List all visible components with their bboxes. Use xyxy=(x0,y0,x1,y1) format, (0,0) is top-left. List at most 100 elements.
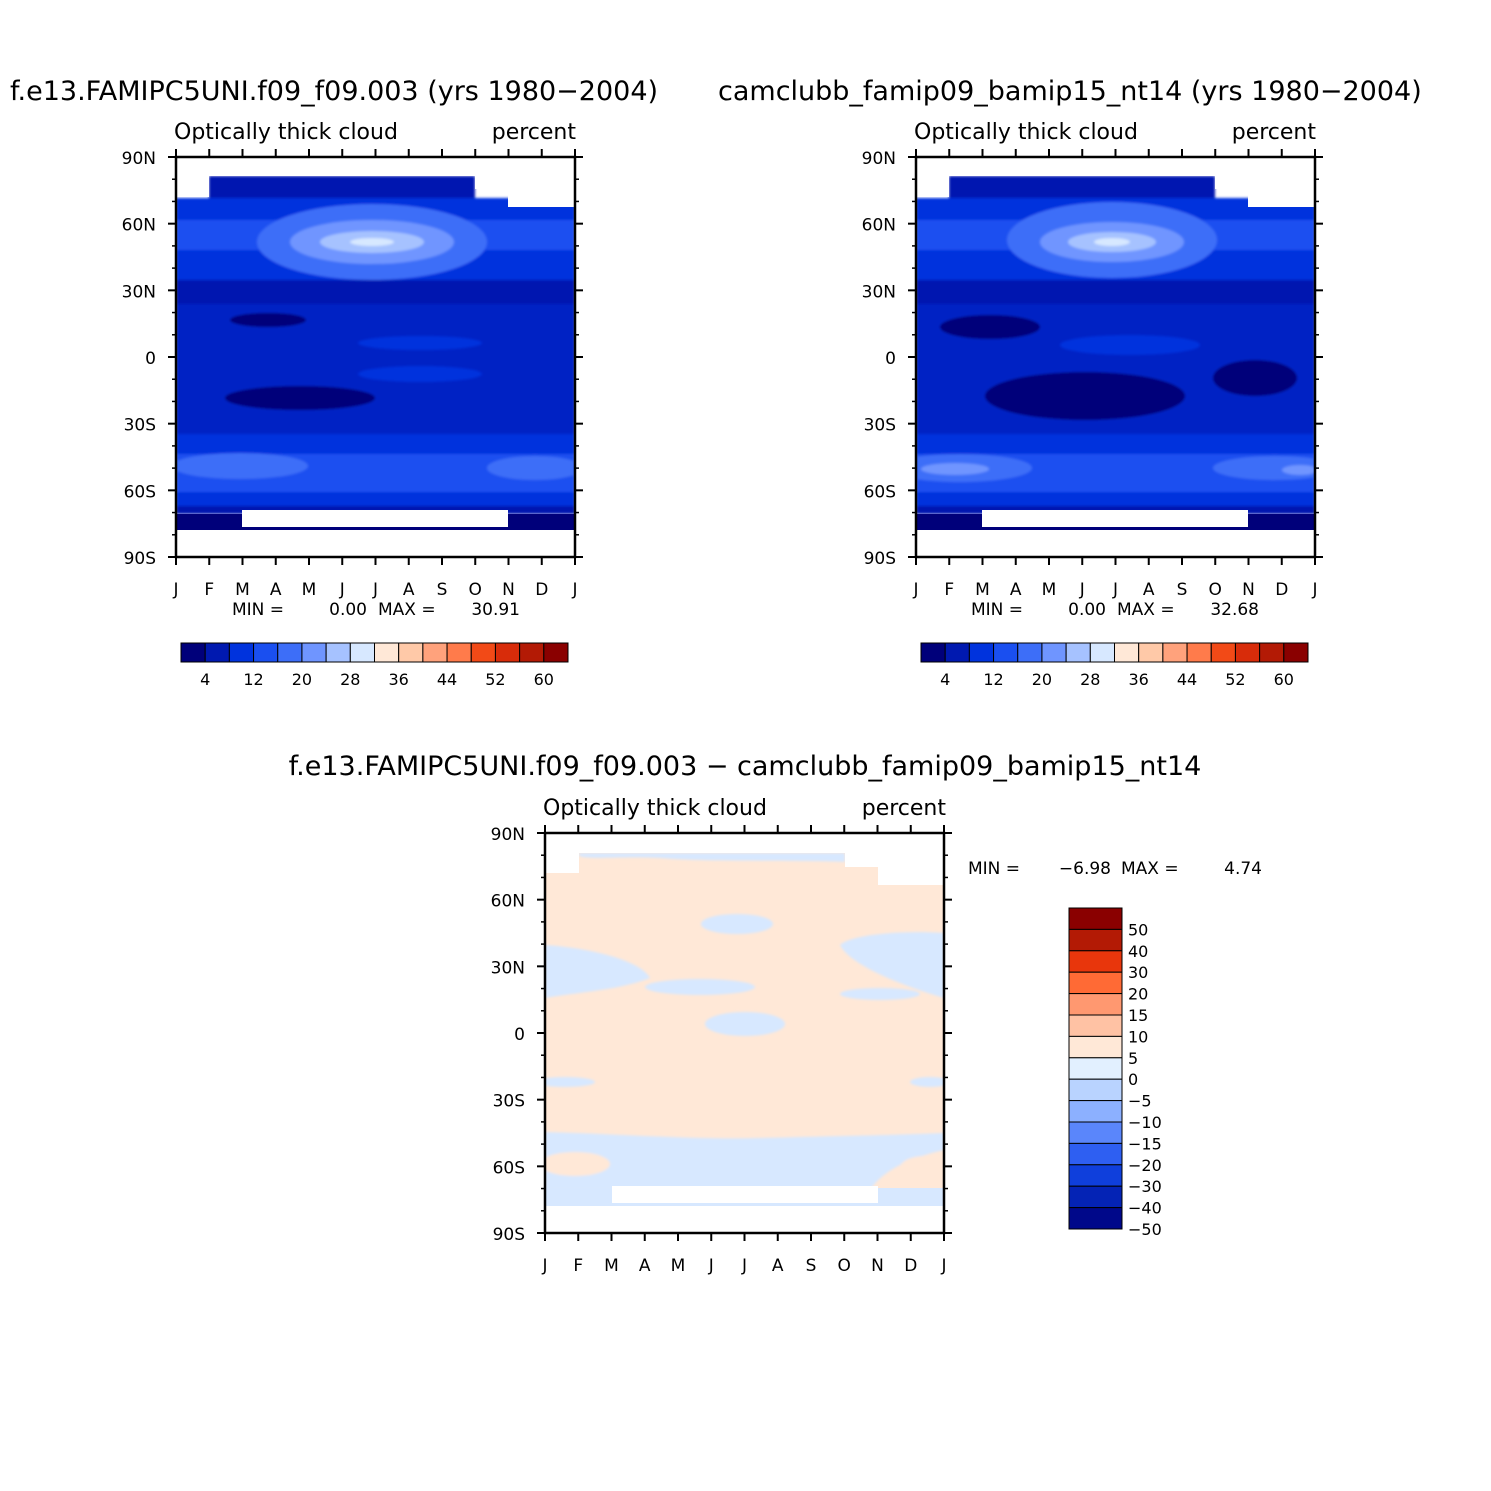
colorbar-label: 10 xyxy=(1128,1027,1148,1046)
colorbar-label: 30 xyxy=(1128,963,1148,982)
x-tick-label: J xyxy=(571,580,577,600)
panel-difference: f.e13.FAMIPC5UNI.f09_f09.003 − camclubb_… xyxy=(289,751,1262,1276)
x-tick-label: O xyxy=(1209,580,1222,600)
panel-model-a: f.e13.FAMIPC5UNI.f09_f09.003 (yrs 1980−2… xyxy=(10,76,658,689)
colorbar-swatch xyxy=(1089,642,1115,663)
x-tick-label: M xyxy=(975,580,990,600)
colorbar-swatch xyxy=(1068,1057,1123,1080)
colorbar-label: 4 xyxy=(940,670,950,689)
field-blob xyxy=(545,1132,944,1190)
colorbar-swatch xyxy=(1041,642,1067,663)
field-mask xyxy=(508,157,575,207)
field-mask xyxy=(475,157,508,189)
colorbar-label: 52 xyxy=(485,670,505,689)
field-blob xyxy=(358,366,482,382)
colorbar-swatch xyxy=(1162,642,1188,663)
field-mask xyxy=(916,157,949,197)
field-mask xyxy=(916,530,1315,557)
colorbar-swatch xyxy=(1017,642,1043,663)
colorbar-swatch xyxy=(1114,642,1140,663)
colorbar-label: −5 xyxy=(1128,1092,1152,1111)
colorbar-swatch xyxy=(374,642,400,663)
field-blob xyxy=(701,914,773,934)
field-blob xyxy=(350,238,394,246)
x-tick-label: S xyxy=(806,1256,817,1276)
colorbar-swatch xyxy=(1234,642,1261,663)
x-tick-label: J xyxy=(172,580,178,600)
colorbar-swatch xyxy=(519,642,545,663)
colorbar-swatch xyxy=(446,642,472,663)
x-tick-label: A xyxy=(772,1256,784,1276)
y-tick-label: 30N xyxy=(122,282,156,302)
field-blob xyxy=(645,979,755,995)
x-tick-label: A xyxy=(403,580,415,600)
colorbar-label: 28 xyxy=(340,670,360,689)
panel-a-contour-field xyxy=(176,157,575,557)
panel-a-min-label: MIN = xyxy=(232,600,284,620)
x-tick-label: J xyxy=(1079,580,1085,600)
colorbar-swatch xyxy=(1068,1078,1123,1102)
field-blob xyxy=(1282,465,1315,475)
colorbar-swatch xyxy=(1068,950,1123,973)
x-tick-label: F xyxy=(944,580,954,600)
colorbar-label: 28 xyxy=(1080,670,1100,689)
colorbar-label: 44 xyxy=(1177,670,1197,689)
field-mask xyxy=(176,157,209,197)
colorbar-swatch xyxy=(1068,1100,1123,1123)
y-tick-label: 60N xyxy=(862,216,896,236)
field-blob xyxy=(705,1012,785,1036)
colorbar-swatch xyxy=(422,642,448,663)
y-tick-label: 0 xyxy=(514,1025,525,1045)
colorbar-swatch xyxy=(1068,971,1123,995)
field-blob xyxy=(225,386,375,410)
panel-b-max-label: MAX = xyxy=(1117,600,1175,620)
x-tick-label: O xyxy=(469,580,482,600)
y-tick-label: 90S xyxy=(124,549,156,569)
panel-b-units-label: percent xyxy=(1232,120,1317,145)
colorbar-swatch xyxy=(253,642,279,663)
y-tick-label: 30S xyxy=(124,416,156,436)
colorbar-swatch xyxy=(1068,1185,1123,1209)
field-mask xyxy=(242,510,508,527)
x-tick-label: F xyxy=(573,1256,583,1276)
x-tick-label: M xyxy=(1042,580,1057,600)
colorbar-swatch xyxy=(1068,1035,1123,1059)
panel-b-title: camclubb_famip09_bamip15_nt14 (yrs 1980−… xyxy=(718,76,1422,107)
colorbar-label: −15 xyxy=(1128,1134,1162,1153)
colorbar-label: 60 xyxy=(534,670,554,689)
x-tick-label: D xyxy=(904,1256,917,1276)
panel-b-colorbar: 4 12 20 28 36 44 52 60 xyxy=(920,642,1309,689)
colorbar-label: 15 xyxy=(1128,1006,1148,1025)
x-tick-label: N xyxy=(1242,580,1255,600)
panel-c-units-label: percent xyxy=(862,796,947,821)
panel-a-min-value: 0.00 xyxy=(329,600,367,620)
y-tick-label: 90N xyxy=(862,149,896,169)
y-tick-label: 0 xyxy=(145,349,156,369)
x-tick-label: J xyxy=(541,1256,547,1276)
colorbar-swatch xyxy=(301,642,327,663)
colorbar-label: −20 xyxy=(1128,1156,1162,1175)
field-mask xyxy=(1248,157,1315,207)
field-blob xyxy=(840,988,920,1000)
colorbar-swatch xyxy=(1065,642,1091,663)
colorbar-label: 12 xyxy=(243,670,263,689)
y-tick-label: 90N xyxy=(122,149,156,169)
x-tick-label: A xyxy=(270,580,282,600)
colorbar-label: 20 xyxy=(1128,985,1148,1004)
field-mask xyxy=(545,1206,944,1233)
colorbar-label: −30 xyxy=(1128,1177,1162,1196)
colorbar-swatch xyxy=(228,642,255,663)
y-tick-label: 0 xyxy=(885,349,896,369)
colorbar-label: 4 xyxy=(200,670,210,689)
colorbar-label: 36 xyxy=(1129,670,1149,689)
field-mask xyxy=(949,157,1215,176)
field-mask xyxy=(845,833,878,867)
field-blob xyxy=(910,1077,944,1087)
x-tick-label: N xyxy=(871,1256,884,1276)
colorbar-label: 20 xyxy=(292,670,312,689)
field-blob xyxy=(487,456,575,480)
field-blob xyxy=(900,1156,944,1180)
field-blob xyxy=(940,315,1040,339)
